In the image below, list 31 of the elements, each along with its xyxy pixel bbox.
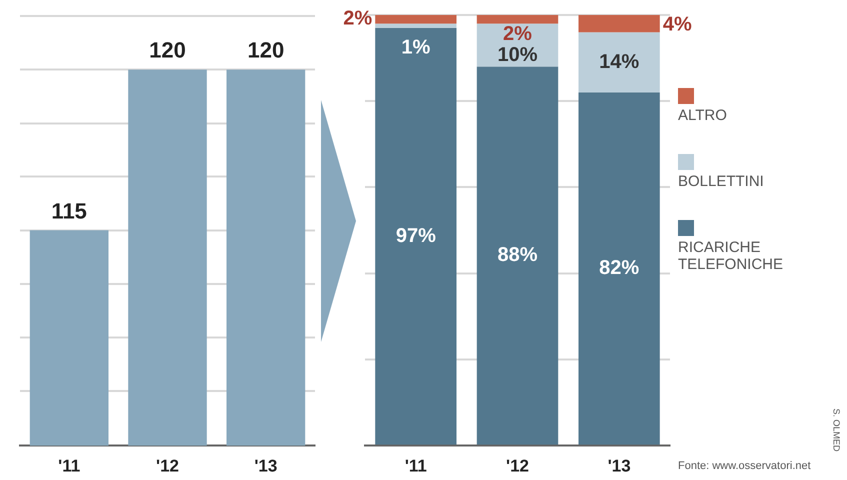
x-tick-label: '13 xyxy=(254,456,278,476)
bar xyxy=(375,24,456,28)
data-label: 2% xyxy=(503,23,532,46)
bar xyxy=(578,15,660,32)
x-tick-label: '12 xyxy=(506,456,529,476)
data-label: 97% xyxy=(396,224,436,247)
legend-label: ALTRO xyxy=(678,107,728,124)
legend-label: BOLLETTINI xyxy=(678,173,765,190)
data-label: 115 xyxy=(51,198,87,224)
bar xyxy=(578,32,660,93)
bar xyxy=(375,28,456,445)
x-tick-label: '12 xyxy=(156,456,179,476)
data-label: 1% xyxy=(401,36,431,58)
x-tick-label: '11 xyxy=(58,456,80,476)
legend-label: RICARICHE TELEFONICHE xyxy=(678,239,784,273)
source-note: Fonte: www.osservatori.net xyxy=(678,460,811,472)
data-label: 10% xyxy=(497,44,538,66)
data-label: 82% xyxy=(599,257,640,280)
text: S. OLMED xyxy=(832,408,842,452)
data-label: 88% xyxy=(497,244,538,266)
bar xyxy=(476,15,558,24)
bar xyxy=(375,15,456,24)
data-label: 14% xyxy=(599,50,640,73)
data-label: 2% xyxy=(343,8,372,30)
data-label: 4% xyxy=(662,14,692,36)
data-label: 120 xyxy=(247,38,284,63)
x-tick-label: '13 xyxy=(608,456,631,476)
x-tick-label: '11 xyxy=(404,456,427,476)
data-label: 120 xyxy=(149,38,186,63)
bar xyxy=(578,92,660,445)
bar xyxy=(476,66,558,445)
